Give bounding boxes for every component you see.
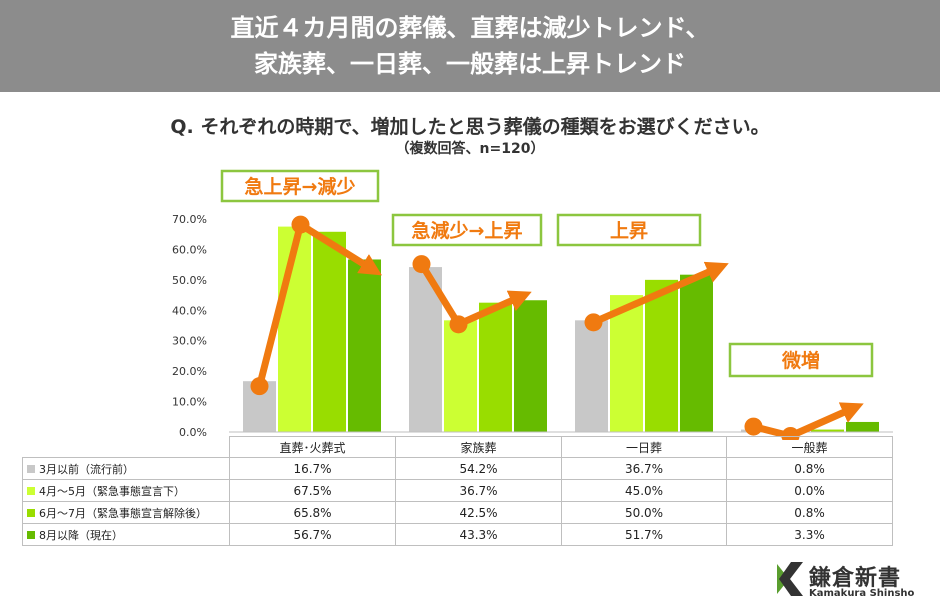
bar (645, 279, 678, 432)
table-cell: 16.7% (229, 457, 396, 480)
table-header-row: 直葬･火葬式 家族葬 一日葬 一般葬 (22, 436, 893, 458)
table-cell: 65.8% (229, 501, 396, 524)
table-cell: 42.5% (395, 501, 562, 524)
sample-note: （複数回答、n=120） (395, 141, 545, 157)
annotation-label: 急上昇→減少 (245, 175, 356, 198)
legend-swatch (27, 464, 35, 473)
series-label: 4月～5月（緊急事態宣言下） (22, 479, 230, 502)
table-cell: 3.3% (726, 523, 893, 546)
bar (444, 320, 477, 432)
y-tick-label: 30.0% (172, 335, 207, 348)
table-cell: 50.0% (561, 501, 727, 524)
logo-mark-icon (775, 560, 805, 598)
legend-swatch (27, 508, 35, 517)
table-row: 6月～7月（緊急事態宣言解除後） 65.8% 42.5% 50.0% 0.8% (22, 501, 893, 524)
title-banner: 直近４カ月間の葬儀、直葬は減少トレンド、 家族葬、一日葬、一般葬は上昇トレンド (0, 0, 940, 92)
series-name: 3月以前（流行前） (39, 462, 134, 476)
table-cell: 54.2% (395, 457, 562, 480)
table-cell: 56.7% (229, 523, 396, 546)
table-cell: 45.0% (561, 479, 727, 502)
annotation-label: 急減少→上昇 (412, 219, 523, 242)
bar (680, 274, 713, 432)
category-header: 一般葬 (726, 436, 893, 458)
trend-start-dot (744, 417, 763, 436)
category-header: 家族葬 (395, 436, 562, 458)
question-text: Q. それぞれの時期で、増加したと思う葬儀の種類をお選びください。 (170, 116, 770, 138)
trend-arrow (590, 261, 729, 326)
table-corner (22, 436, 230, 458)
category-header: 直葬･火葬式 (229, 436, 396, 458)
bar-chart: 0.0% 10.0% 20.0% 30.0% 40.0% 50.0% 60.0% 70.0% 急… (172, 169, 893, 440)
y-tick-label: 0.0% (179, 426, 207, 439)
table-cell: 0.8% (726, 457, 893, 480)
legend-swatch (27, 486, 35, 495)
bar (313, 231, 346, 432)
bar (846, 421, 879, 432)
y-tick-label: 40.0% (172, 304, 207, 317)
series-name: 4月～5月（緊急事態宣言下） (39, 484, 185, 498)
y-tick-label: 20.0% (172, 365, 207, 378)
y-tick-label: 50.0% (172, 274, 207, 287)
bar (575, 320, 608, 432)
table-cell: 67.5% (229, 479, 396, 502)
data-table: 直葬･火葬式 家族葬 一日葬 一般葬 3月以前（流行前） 16.7% 54.2% 36.7% 0… (22, 436, 893, 546)
logo-name: 鎌倉新書 (809, 566, 902, 591)
series-label: 3月以前（流行前） (22, 457, 230, 480)
table-cell: 51.7% (561, 523, 727, 546)
annotation-label: 上昇 (610, 220, 648, 242)
trend-mid-dot (291, 215, 310, 234)
trend-start-dot (584, 313, 603, 332)
bar (479, 302, 512, 432)
annotation-box (728, 342, 874, 378)
trend-mid-dot (449, 315, 468, 334)
bar (348, 259, 381, 432)
bar (610, 295, 643, 432)
title-line-2: 家族葬、一日葬、一般葬は上昇トレンド (254, 50, 686, 78)
annotation-label: 微増 (781, 349, 820, 372)
series-label: 8月以降（現在） (22, 523, 230, 546)
series-name: 8月以降（現在） (39, 528, 123, 542)
table-cell: 43.3% (395, 523, 562, 546)
annotation-box (391, 213, 543, 247)
y-tick-label: 60.0% (172, 243, 207, 256)
table-row: 8月以降（現在） 56.7% 43.3% 51.7% 3.3% (22, 523, 893, 546)
category-header: 一日葬 (561, 436, 727, 458)
bar (514, 300, 547, 432)
series-label: 6月～7月（緊急事態宣言解除後） (22, 501, 230, 524)
table-cell: 36.7% (561, 457, 727, 480)
logo-sub: Kamakura Shinsho (809, 588, 915, 599)
bar (811, 429, 844, 432)
table-cell: 0.0% (726, 479, 893, 502)
company-logo: 鎌倉新書 Kamakura Shinsho (775, 560, 925, 600)
y-tick-label: 70.0% (172, 213, 207, 226)
table-row: 4月～5月（緊急事態宣言下） 67.5% 36.7% 45.0% 0.0% (22, 479, 893, 502)
annotation-box (556, 213, 702, 247)
table-cell: 0.8% (726, 501, 893, 524)
annotation-box (220, 169, 380, 203)
table-row: 3月以前（流行前） 16.7% 54.2% 36.7% 0.8% (22, 457, 893, 480)
y-tick-label: 10.0% (172, 396, 207, 409)
title-line-1: 直近４カ月間の葬儀、直葬は減少トレンド、 (230, 14, 710, 42)
trend-start-dot (250, 377, 269, 396)
legend-swatch (27, 530, 35, 539)
table-cell: 36.7% (395, 479, 562, 502)
series-name: 6月～7月（緊急事態宣言解除後） (39, 506, 207, 520)
trend-start-dot (412, 255, 431, 274)
